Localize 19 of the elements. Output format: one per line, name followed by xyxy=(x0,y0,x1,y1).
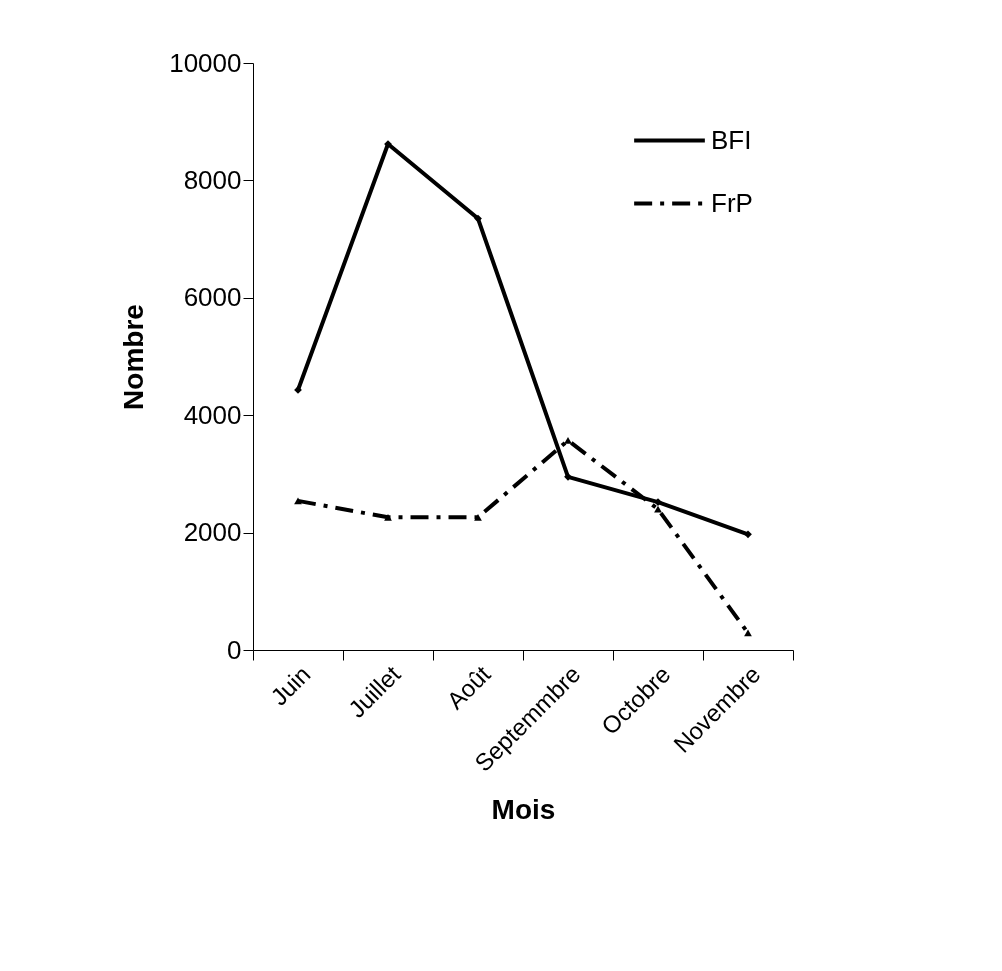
point xyxy=(384,513,392,521)
point xyxy=(474,513,482,521)
y-tick-label: 4000 xyxy=(183,399,242,430)
point xyxy=(564,472,572,481)
y-tick-label: 10000 xyxy=(169,47,242,78)
y-tick-label: 8000 xyxy=(183,164,242,195)
point xyxy=(294,497,302,505)
y-tick-label: 0 xyxy=(227,634,242,665)
y-tick-label: 6000 xyxy=(183,282,242,313)
y-tick-label: 2000 xyxy=(183,517,242,548)
point xyxy=(744,629,752,637)
y-axis-title: Nombre xyxy=(118,304,150,410)
x-axis-title: Mois xyxy=(491,793,556,825)
point xyxy=(744,530,752,539)
x-tick-label: Juin xyxy=(265,660,316,711)
legend-label: FrP xyxy=(711,187,753,218)
legend-label: BFI xyxy=(711,124,752,155)
point xyxy=(474,214,482,223)
point xyxy=(564,437,572,444)
